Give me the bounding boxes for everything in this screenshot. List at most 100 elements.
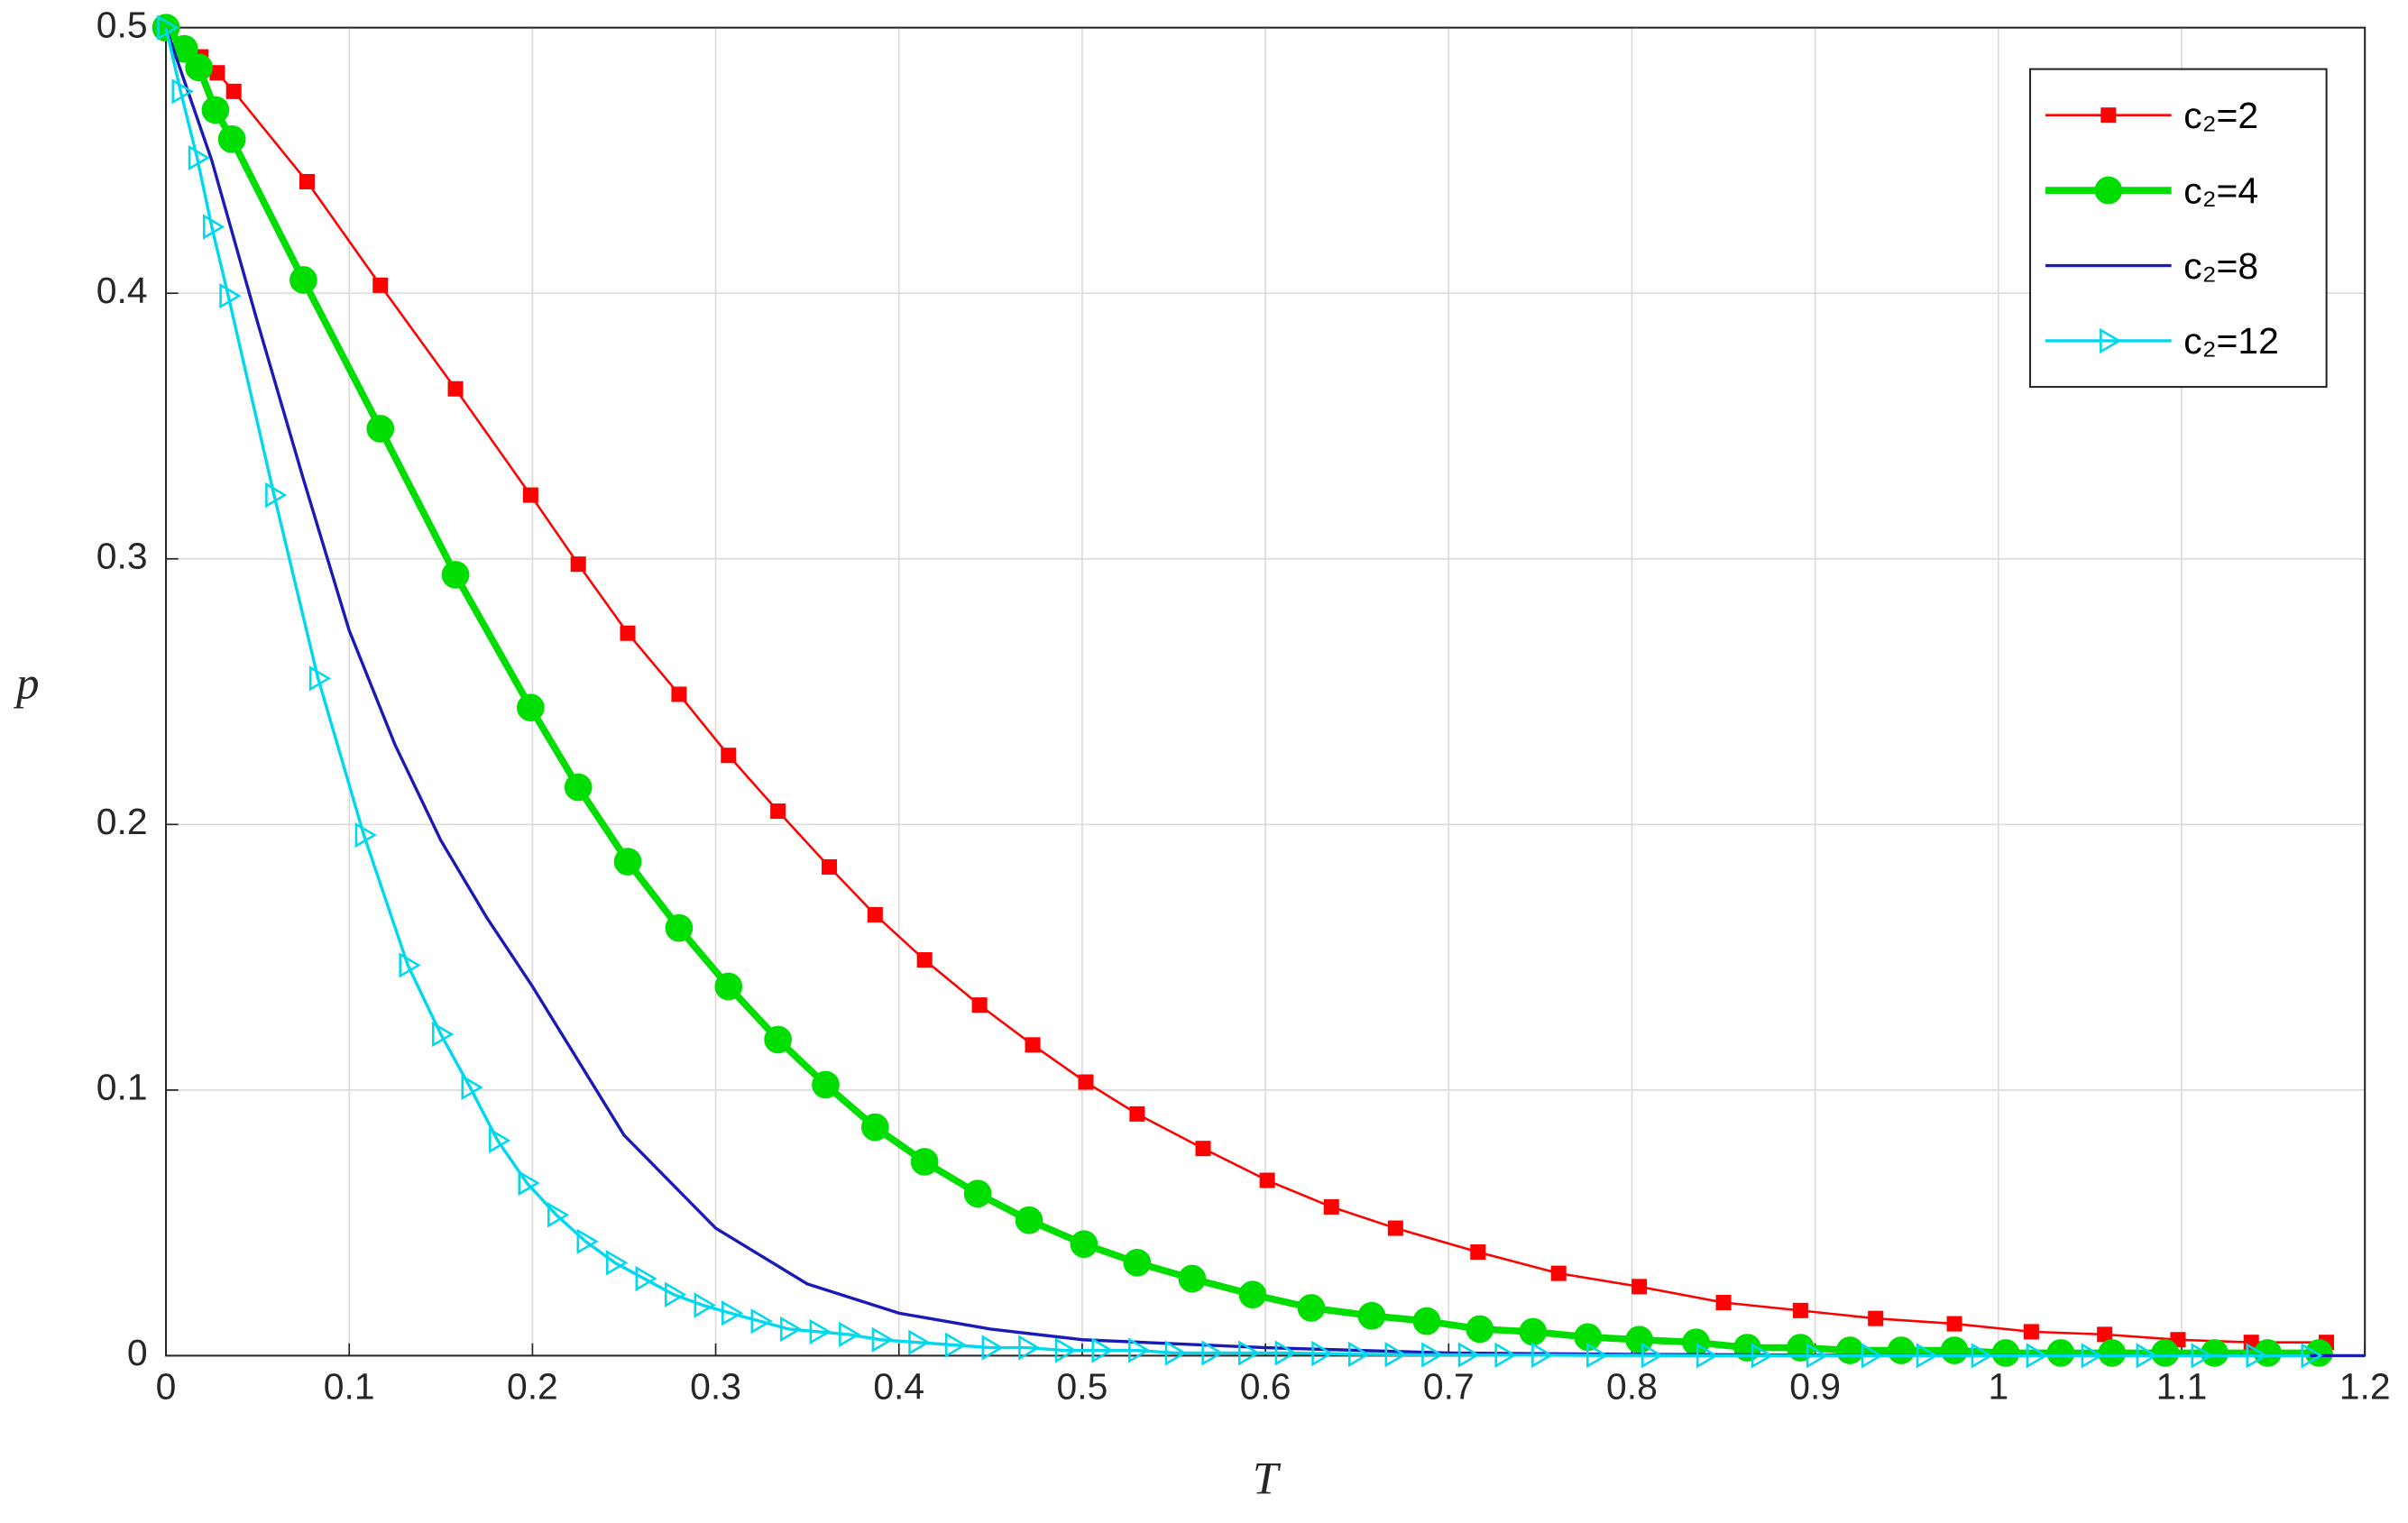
x-tick-label: 0.8 <box>1606 1366 1658 1408</box>
marker <box>916 952 933 968</box>
marker <box>366 415 395 443</box>
marker <box>671 686 687 702</box>
x-tick-label: 0.5 <box>1057 1366 1108 1408</box>
marker <box>613 848 642 876</box>
marker <box>2097 1326 2113 1343</box>
marker <box>1054 1337 1078 1363</box>
x-tick-label: 0.9 <box>1789 1366 1841 1408</box>
marker <box>1311 1340 1334 1367</box>
marker <box>1078 1074 1094 1090</box>
marker <box>2026 1343 2048 1369</box>
marker <box>1297 1294 1326 1322</box>
plot-frame <box>165 26 2367 1357</box>
marker <box>1457 1342 1481 1368</box>
marker <box>1195 1141 1211 1157</box>
marker <box>576 1228 599 1254</box>
marker <box>447 381 464 397</box>
marker <box>910 1148 939 1176</box>
marker <box>1466 1315 1494 1344</box>
marker <box>721 1300 744 1326</box>
marker <box>1070 1230 1098 1259</box>
marker <box>399 952 421 978</box>
y-tick-label: 0.5 <box>97 4 148 45</box>
marker <box>547 1202 570 1228</box>
marker <box>517 693 545 722</box>
x-tick-label: 0.4 <box>873 1366 924 1408</box>
marker <box>2191 1343 2213 1369</box>
marker <box>1129 1106 1145 1122</box>
marker <box>1971 1343 1993 1369</box>
marker <box>372 277 389 293</box>
marker <box>1384 1342 1407 1368</box>
marker <box>1806 1343 1829 1369</box>
marker <box>1238 1280 1267 1308</box>
marker <box>981 1335 1004 1361</box>
marker <box>1631 1279 1648 1295</box>
marker <box>871 1326 894 1353</box>
marker <box>1412 1307 1441 1335</box>
marker <box>2046 1339 2075 1367</box>
marker <box>2081 1343 2103 1369</box>
marker <box>201 96 230 124</box>
marker <box>750 1307 773 1335</box>
x-tick-label: 1 <box>1988 1366 2008 1408</box>
legend: c₂=2 c₂=4 c₂=8 c₂=12 <box>2028 68 2328 389</box>
legend-label: c₂=8 <box>2183 245 2258 287</box>
x-tick-label: 0.1 <box>324 1366 375 1408</box>
marker <box>1792 1302 1808 1318</box>
marker <box>714 972 743 1001</box>
marker <box>1991 1339 2020 1367</box>
marker <box>1357 1301 1386 1330</box>
marker <box>2136 1343 2158 1369</box>
legend-marker <box>2100 327 2122 354</box>
marker <box>665 913 694 942</box>
marker <box>217 125 246 153</box>
marker <box>2151 1339 2180 1367</box>
marker <box>1201 1340 1224 1366</box>
legend-label: c₂=12 <box>2183 320 2279 362</box>
marker <box>1421 1342 1444 1368</box>
marker <box>1696 1343 1719 1369</box>
marker <box>971 997 988 1014</box>
marker <box>780 1316 803 1343</box>
y-tick-label: 0.4 <box>97 270 148 311</box>
marker <box>2246 1343 2268 1369</box>
marker <box>635 1265 657 1292</box>
marker <box>1470 1244 1486 1261</box>
y-tick-label: 0.1 <box>97 1067 148 1108</box>
legend-marker <box>2094 176 2123 205</box>
marker <box>606 1250 629 1276</box>
y-tick-label: 0 <box>127 1332 148 1373</box>
x-tick-label: 0.2 <box>507 1366 558 1408</box>
marker <box>1091 1337 1114 1363</box>
marker <box>290 266 317 294</box>
marker <box>354 821 377 849</box>
marker <box>2023 1324 2039 1340</box>
marker <box>620 625 636 641</box>
marker <box>299 173 315 190</box>
marker <box>1550 1265 1567 1281</box>
marker <box>1946 1316 1962 1332</box>
marker <box>1835 1336 1864 1364</box>
marker <box>1531 1342 1554 1368</box>
marker <box>1751 1343 1774 1369</box>
marker <box>1586 1342 1609 1369</box>
x-tick-label: 0.6 <box>1240 1366 1291 1408</box>
marker <box>171 78 194 105</box>
marker <box>1274 1340 1297 1366</box>
legend-label: c₂=4 <box>2183 170 2258 211</box>
marker <box>461 1074 483 1101</box>
marker <box>721 748 737 764</box>
marker <box>1682 1328 1710 1357</box>
marker <box>1347 1341 1371 1368</box>
marker <box>770 803 786 820</box>
marker <box>1861 1343 1884 1369</box>
marker <box>1018 1335 1041 1361</box>
marker <box>1387 1220 1403 1236</box>
legend-label: c₂=2 <box>2183 95 2258 136</box>
x-tick-label: 1.1 <box>2156 1366 2208 1408</box>
x-axis-label: T <box>1253 1453 1282 1504</box>
marker <box>2254 1339 2282 1367</box>
marker <box>1123 1248 1152 1277</box>
